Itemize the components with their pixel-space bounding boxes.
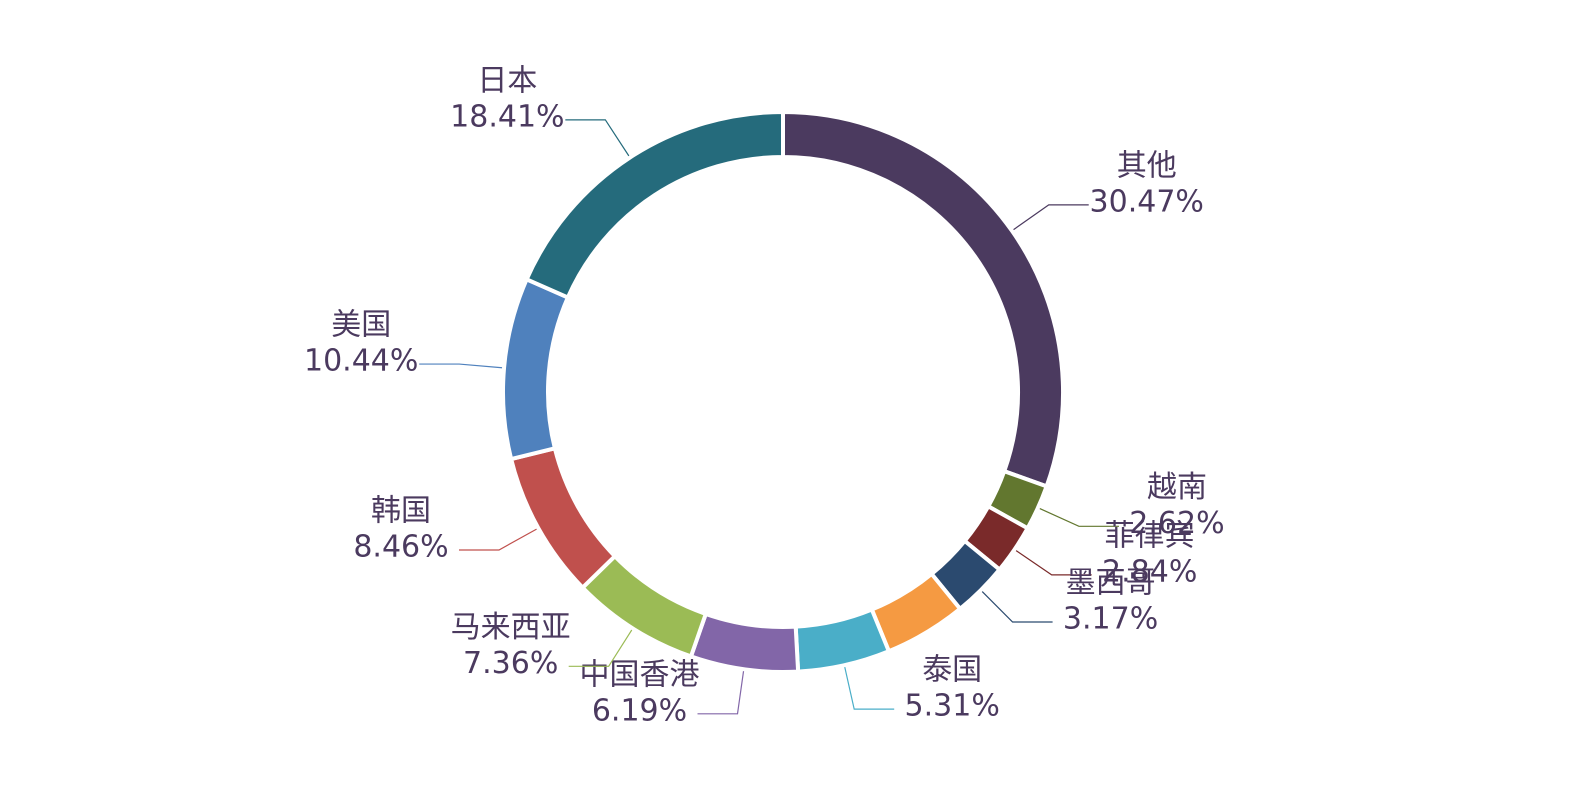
donut-slice bbox=[781, 109, 1065, 489]
leader-line bbox=[1015, 550, 1092, 576]
slice-label: 菲律宾 bbox=[1105, 518, 1195, 553]
leader-line bbox=[458, 528, 537, 551]
donut-slice bbox=[793, 606, 892, 674]
value-label: 2.62% bbox=[1129, 506, 1224, 541]
slice-label: 美国 bbox=[331, 308, 391, 343]
leader-line bbox=[419, 363, 503, 369]
slice-label: 中国香港 bbox=[580, 657, 700, 692]
leader-line bbox=[568, 629, 633, 667]
value-label: 5.31% bbox=[905, 689, 1000, 724]
donut-slice bbox=[524, 109, 785, 301]
value-label: 30.47% bbox=[1090, 184, 1204, 219]
leader-line bbox=[1039, 507, 1119, 527]
leader-line bbox=[981, 591, 1053, 623]
value-label: 7.36% bbox=[463, 646, 558, 681]
slice-label: 韩国 bbox=[371, 493, 431, 528]
slice-label: 日本 bbox=[477, 63, 537, 98]
value-label: 2.84% bbox=[1102, 554, 1197, 589]
value-label: 18.41% bbox=[450, 99, 564, 134]
value-label: 6.19% bbox=[592, 693, 687, 728]
donut-slice bbox=[508, 445, 618, 591]
value-label: 3.17% bbox=[1063, 602, 1158, 637]
slice-label: 越南 bbox=[1147, 470, 1207, 505]
donut-slice bbox=[501, 276, 571, 462]
value-label: 8.46% bbox=[353, 529, 448, 564]
leader-line bbox=[697, 671, 745, 715]
slice-label: 墨西哥 bbox=[1066, 566, 1156, 601]
value-label: 10.44% bbox=[304, 344, 418, 379]
leader-line bbox=[1013, 204, 1089, 231]
slice-label: 马来西亚 bbox=[451, 610, 571, 645]
leader-line bbox=[565, 119, 630, 157]
slice-label: 泰国 bbox=[922, 653, 982, 688]
donut-slice bbox=[688, 611, 801, 674]
leader-line bbox=[844, 667, 895, 710]
slice-label: 其他 bbox=[1117, 148, 1177, 183]
